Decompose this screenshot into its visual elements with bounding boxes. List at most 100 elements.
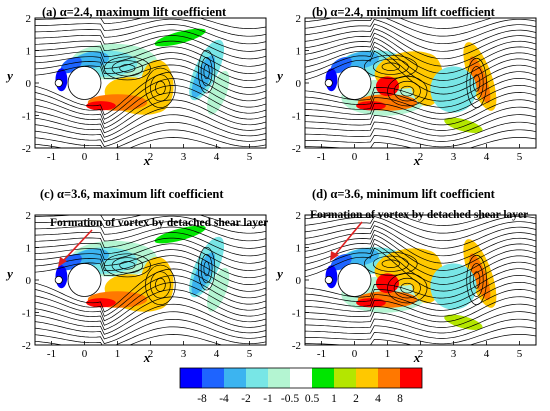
annotation-text: Formation of vortex by detached shear la… xyxy=(310,209,528,221)
x-tick-label: 1 xyxy=(115,151,121,163)
x-tick-label: 3 xyxy=(451,348,457,360)
y-tick-label: 2 xyxy=(296,210,302,222)
streamline xyxy=(305,106,536,131)
recirculation-loop xyxy=(111,257,144,274)
x-tick-label: 4 xyxy=(484,348,490,360)
vortex-region xyxy=(154,28,206,47)
cylinders xyxy=(324,66,372,100)
x-tick-label: 2 xyxy=(418,151,424,163)
streamline xyxy=(35,58,266,88)
recirculation-loop xyxy=(472,271,481,289)
streamline xyxy=(305,247,536,292)
streamline xyxy=(305,32,536,67)
colorbar-swatch xyxy=(378,368,400,388)
recirculation-loop xyxy=(472,74,481,92)
streamlines xyxy=(35,18,266,148)
recirculation-loop xyxy=(393,277,421,299)
streamline xyxy=(305,18,536,37)
colorbar-swatch xyxy=(202,368,224,388)
streamline xyxy=(35,18,266,37)
streamlines xyxy=(305,215,536,345)
y-axis-label: y xyxy=(275,68,283,83)
recirculation-loop xyxy=(203,261,210,277)
streamline xyxy=(35,226,266,249)
streamline xyxy=(35,106,266,138)
panel-c-axes: -1 0 1 2 3 4 5 2 1 0 -1 -2 (c) α=3.6, maximum lift … xyxy=(5,187,268,365)
y-tick-label: 1 xyxy=(26,46,32,58)
colorbar-label: 1 xyxy=(331,393,337,405)
streamline xyxy=(35,334,224,345)
main-cylinder xyxy=(67,66,102,100)
y-tick-label: 0 xyxy=(26,78,32,90)
streamline xyxy=(35,121,266,148)
recirculation-loop xyxy=(381,259,400,268)
x-axis-label: x xyxy=(413,350,421,365)
panel-title: (c) α=3.6, maximum lift coefficient xyxy=(40,187,224,201)
streamline xyxy=(35,92,266,129)
y-axis-label: y xyxy=(275,266,283,281)
colorbar-frame xyxy=(179,367,423,389)
x-tick-label: 0 xyxy=(82,151,88,163)
colorbar-label: -0.5 xyxy=(281,393,299,405)
vortex-region xyxy=(73,248,110,266)
y-axis-label: y xyxy=(5,68,13,83)
recirculation-loop xyxy=(150,74,171,102)
recirculation-loop xyxy=(145,67,176,109)
streamline xyxy=(35,18,266,29)
cylinders xyxy=(54,66,102,100)
recirculation-loop xyxy=(372,58,409,75)
vortex-region xyxy=(444,117,483,133)
y-tick-label: -1 xyxy=(22,308,31,320)
recirculation-loop xyxy=(203,64,210,80)
x-tick-label: 3 xyxy=(451,151,457,163)
y-tick-label: 1 xyxy=(296,243,302,255)
x-tick-label: 4 xyxy=(484,151,490,163)
x-tick-label: 0 xyxy=(352,151,358,163)
recirculation-loop xyxy=(155,277,166,292)
vortex-region xyxy=(154,225,206,244)
vortex-region xyxy=(207,70,230,115)
recirculation-loop xyxy=(103,56,151,81)
streamline xyxy=(305,229,536,264)
recirculation-loop xyxy=(119,64,136,73)
colorbar-label: 2 xyxy=(353,393,359,405)
streamline xyxy=(35,221,266,242)
streamlines xyxy=(35,215,266,345)
streamline xyxy=(35,249,266,279)
y-tick-label: -2 xyxy=(22,143,31,155)
streamline xyxy=(305,243,536,285)
recirculation-loop xyxy=(469,263,484,297)
x-tick-label: 1 xyxy=(385,348,391,360)
colorbar-swatch xyxy=(246,368,268,388)
streamline xyxy=(35,35,266,60)
control-rod xyxy=(54,78,63,88)
streamline xyxy=(35,137,224,148)
panel-d-axes: -1 0 1 2 3 4 5 2 1 0 -1 -2 (d) α=3.6, minimum lift … xyxy=(275,187,537,365)
recirculation-loop xyxy=(198,49,216,94)
streamline xyxy=(305,215,536,234)
streamline xyxy=(35,85,266,125)
x-tick-label: 2 xyxy=(418,348,424,360)
main-cylinder xyxy=(337,263,372,297)
recirculation-loop xyxy=(200,56,213,87)
panel-b-axes: -1 0 1 2 3 4 5 2 1 0 -1 -2 (b) α=2.4, minimum lift … xyxy=(275,5,537,168)
panel-d xyxy=(305,215,536,345)
colorbar-label: -1 xyxy=(263,393,273,405)
streamline xyxy=(305,137,536,148)
streamline xyxy=(305,220,536,249)
colorbar-label: -4 xyxy=(219,393,229,405)
control-rod xyxy=(54,275,63,285)
y-tick-label: -2 xyxy=(292,143,301,155)
streamline xyxy=(305,114,536,137)
streamline xyxy=(35,29,266,52)
streamline xyxy=(305,37,536,74)
recirculation-loop xyxy=(387,272,428,304)
x-tick-label: 0 xyxy=(82,348,88,360)
recirculation-loop xyxy=(200,253,213,284)
streamline xyxy=(305,268,536,299)
x-tick-label: 5 xyxy=(517,348,523,360)
colorbar-swatch xyxy=(356,368,378,388)
x-tick-label: -1 xyxy=(47,151,56,163)
vortex-region xyxy=(207,267,230,312)
